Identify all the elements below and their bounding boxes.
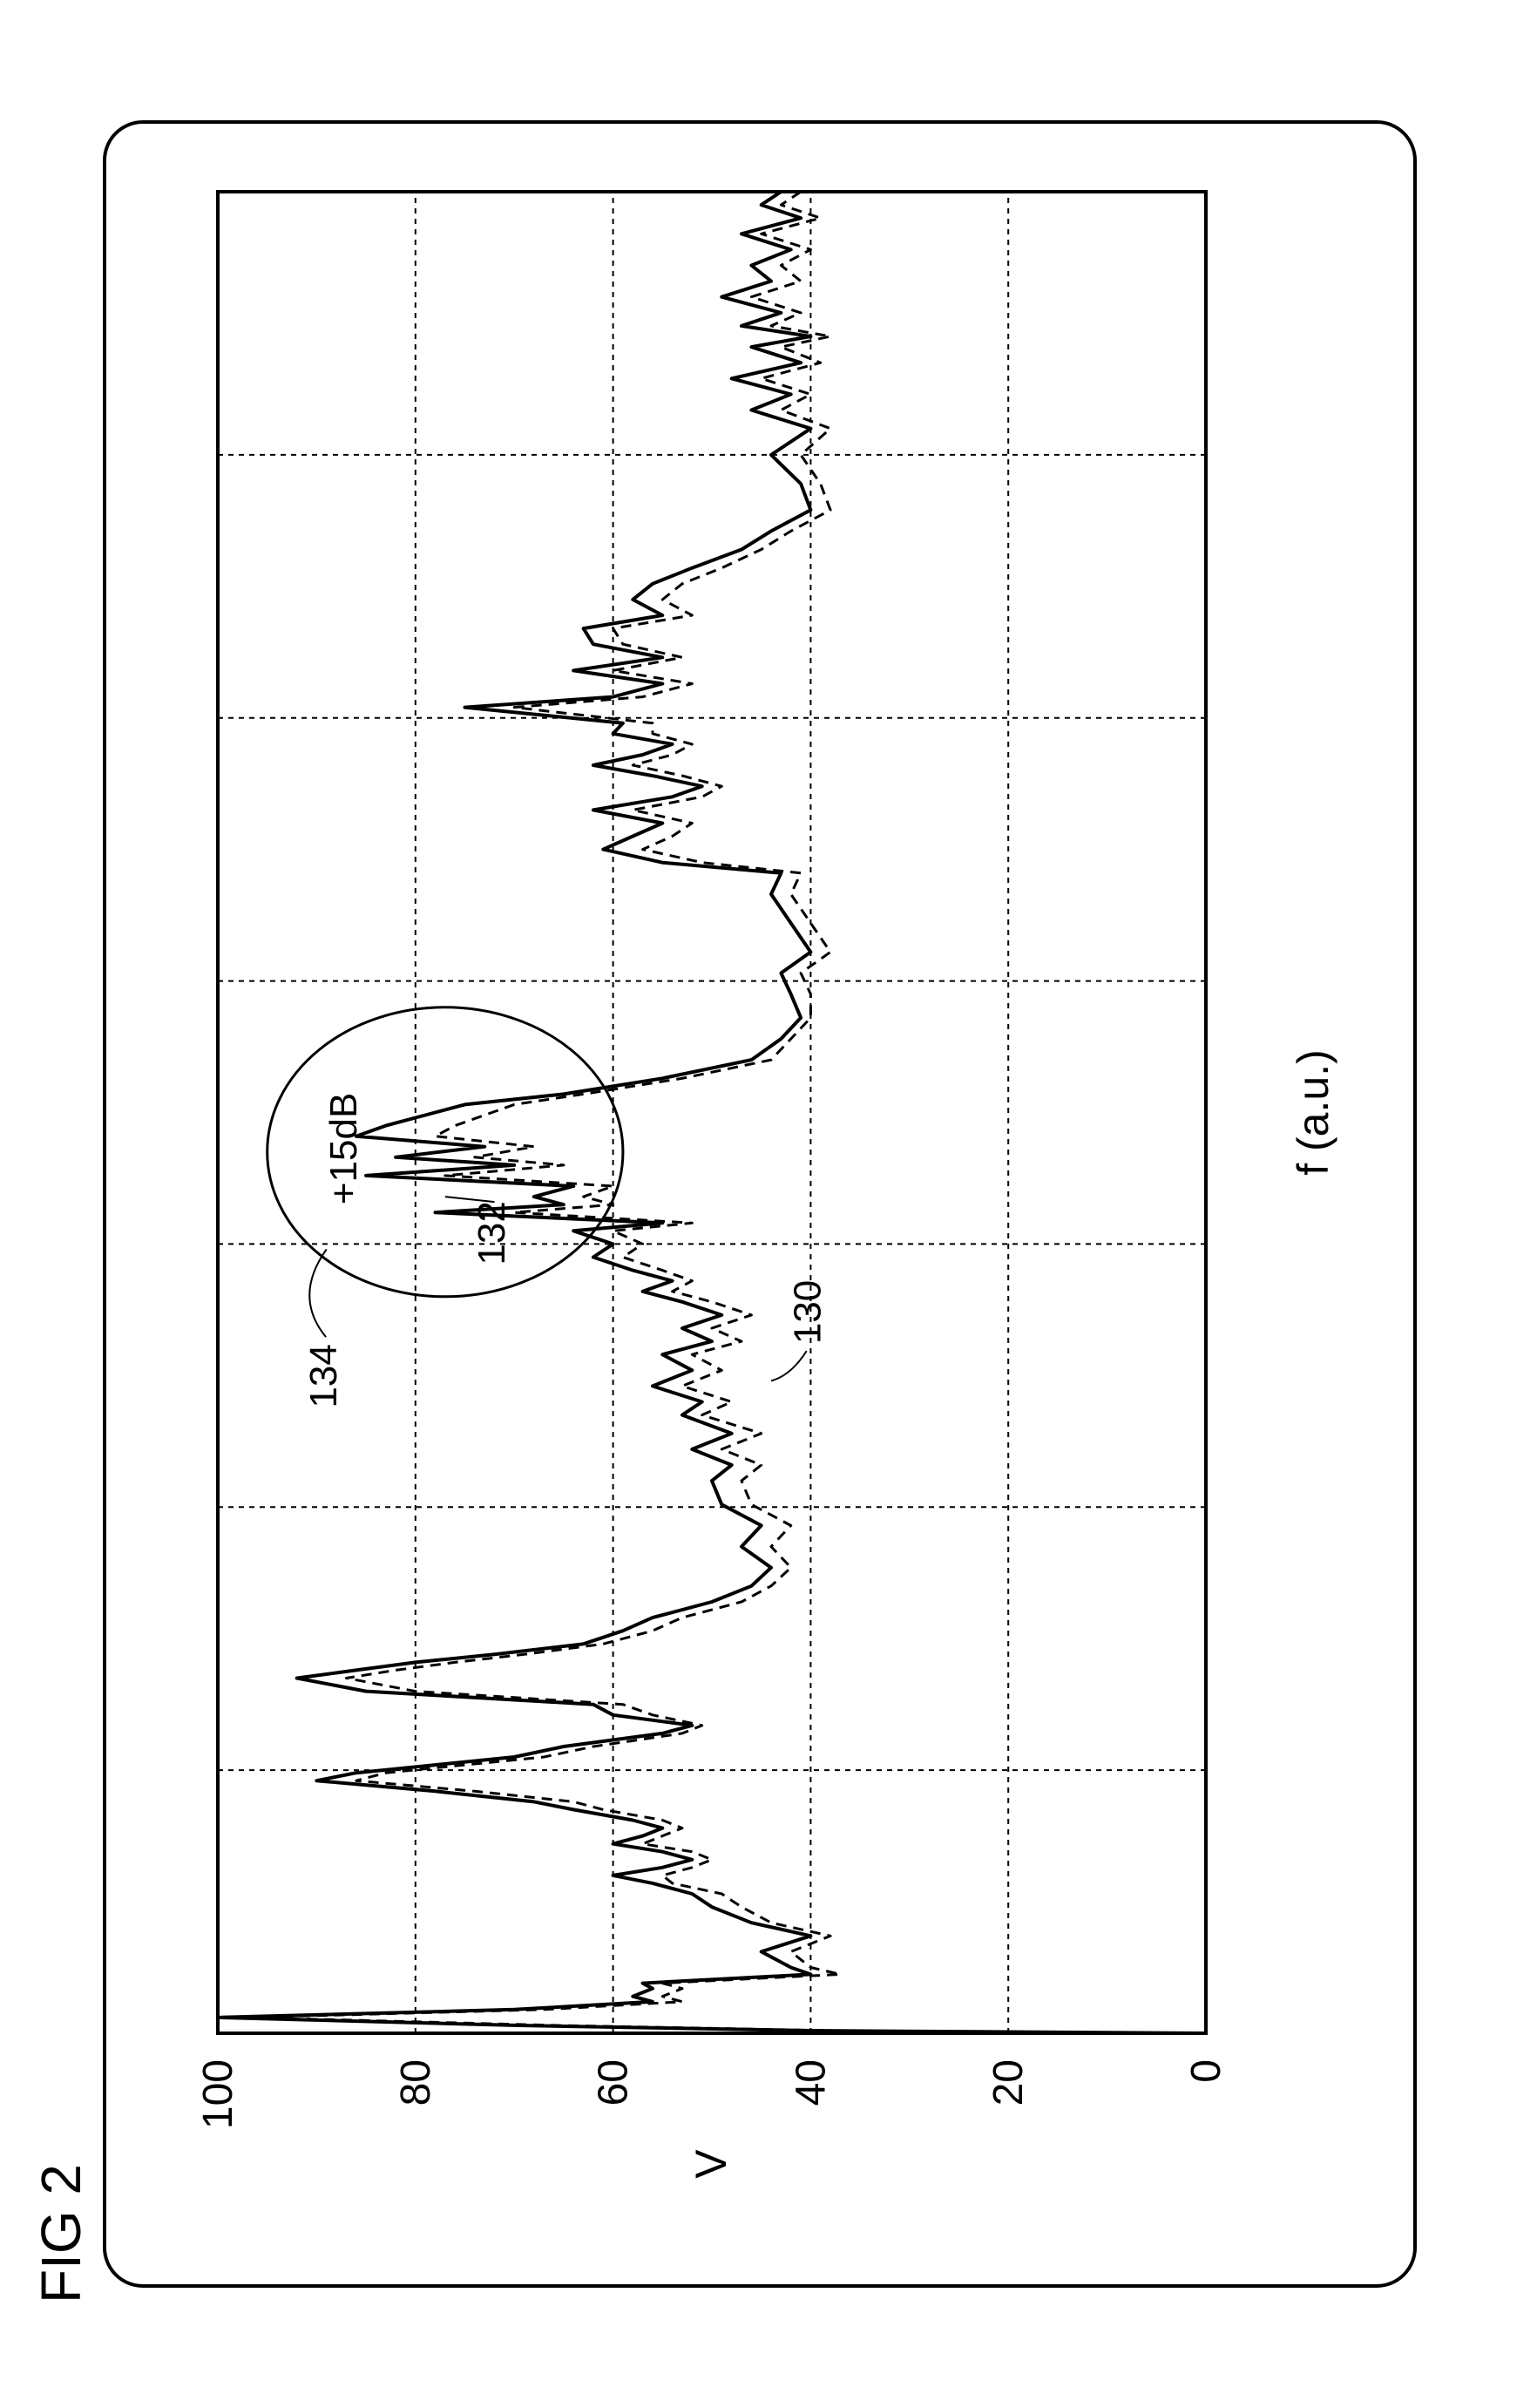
ref-134-leader xyxy=(309,1249,326,1337)
series-dashed xyxy=(247,192,1206,2033)
plus15db-label: +15dB xyxy=(322,1093,365,1204)
y-axis-label: V xyxy=(687,2149,735,2179)
x-axis-label: f (a.u.) xyxy=(1289,1049,1337,1175)
outer-frame xyxy=(105,122,1415,2286)
ref-132-label: 132 xyxy=(471,1201,513,1265)
ref-130-label: 130 xyxy=(787,1280,829,1344)
y-tick-label: 0 xyxy=(1183,2059,1229,2083)
y-tick-label: 60 xyxy=(591,2059,637,2106)
figure-label: FIG 2 xyxy=(30,2164,92,2303)
y-tick-label: 80 xyxy=(393,2059,439,2106)
y-tick-label: 40 xyxy=(788,2059,834,2106)
ref-134-label: 134 xyxy=(302,1344,345,1407)
plot-border xyxy=(218,192,1206,2033)
series-solid xyxy=(218,192,1206,2033)
figure-svg: 0 20 40 60 80 100 Vf (a.u.) FIG 2 134 +15dB 132 130 xyxy=(0,0,1537,2408)
y-tick-label: 100 xyxy=(195,2059,241,2129)
ref-130-leader xyxy=(771,1351,807,1380)
y-tick-label: 20 xyxy=(985,2059,1032,2106)
